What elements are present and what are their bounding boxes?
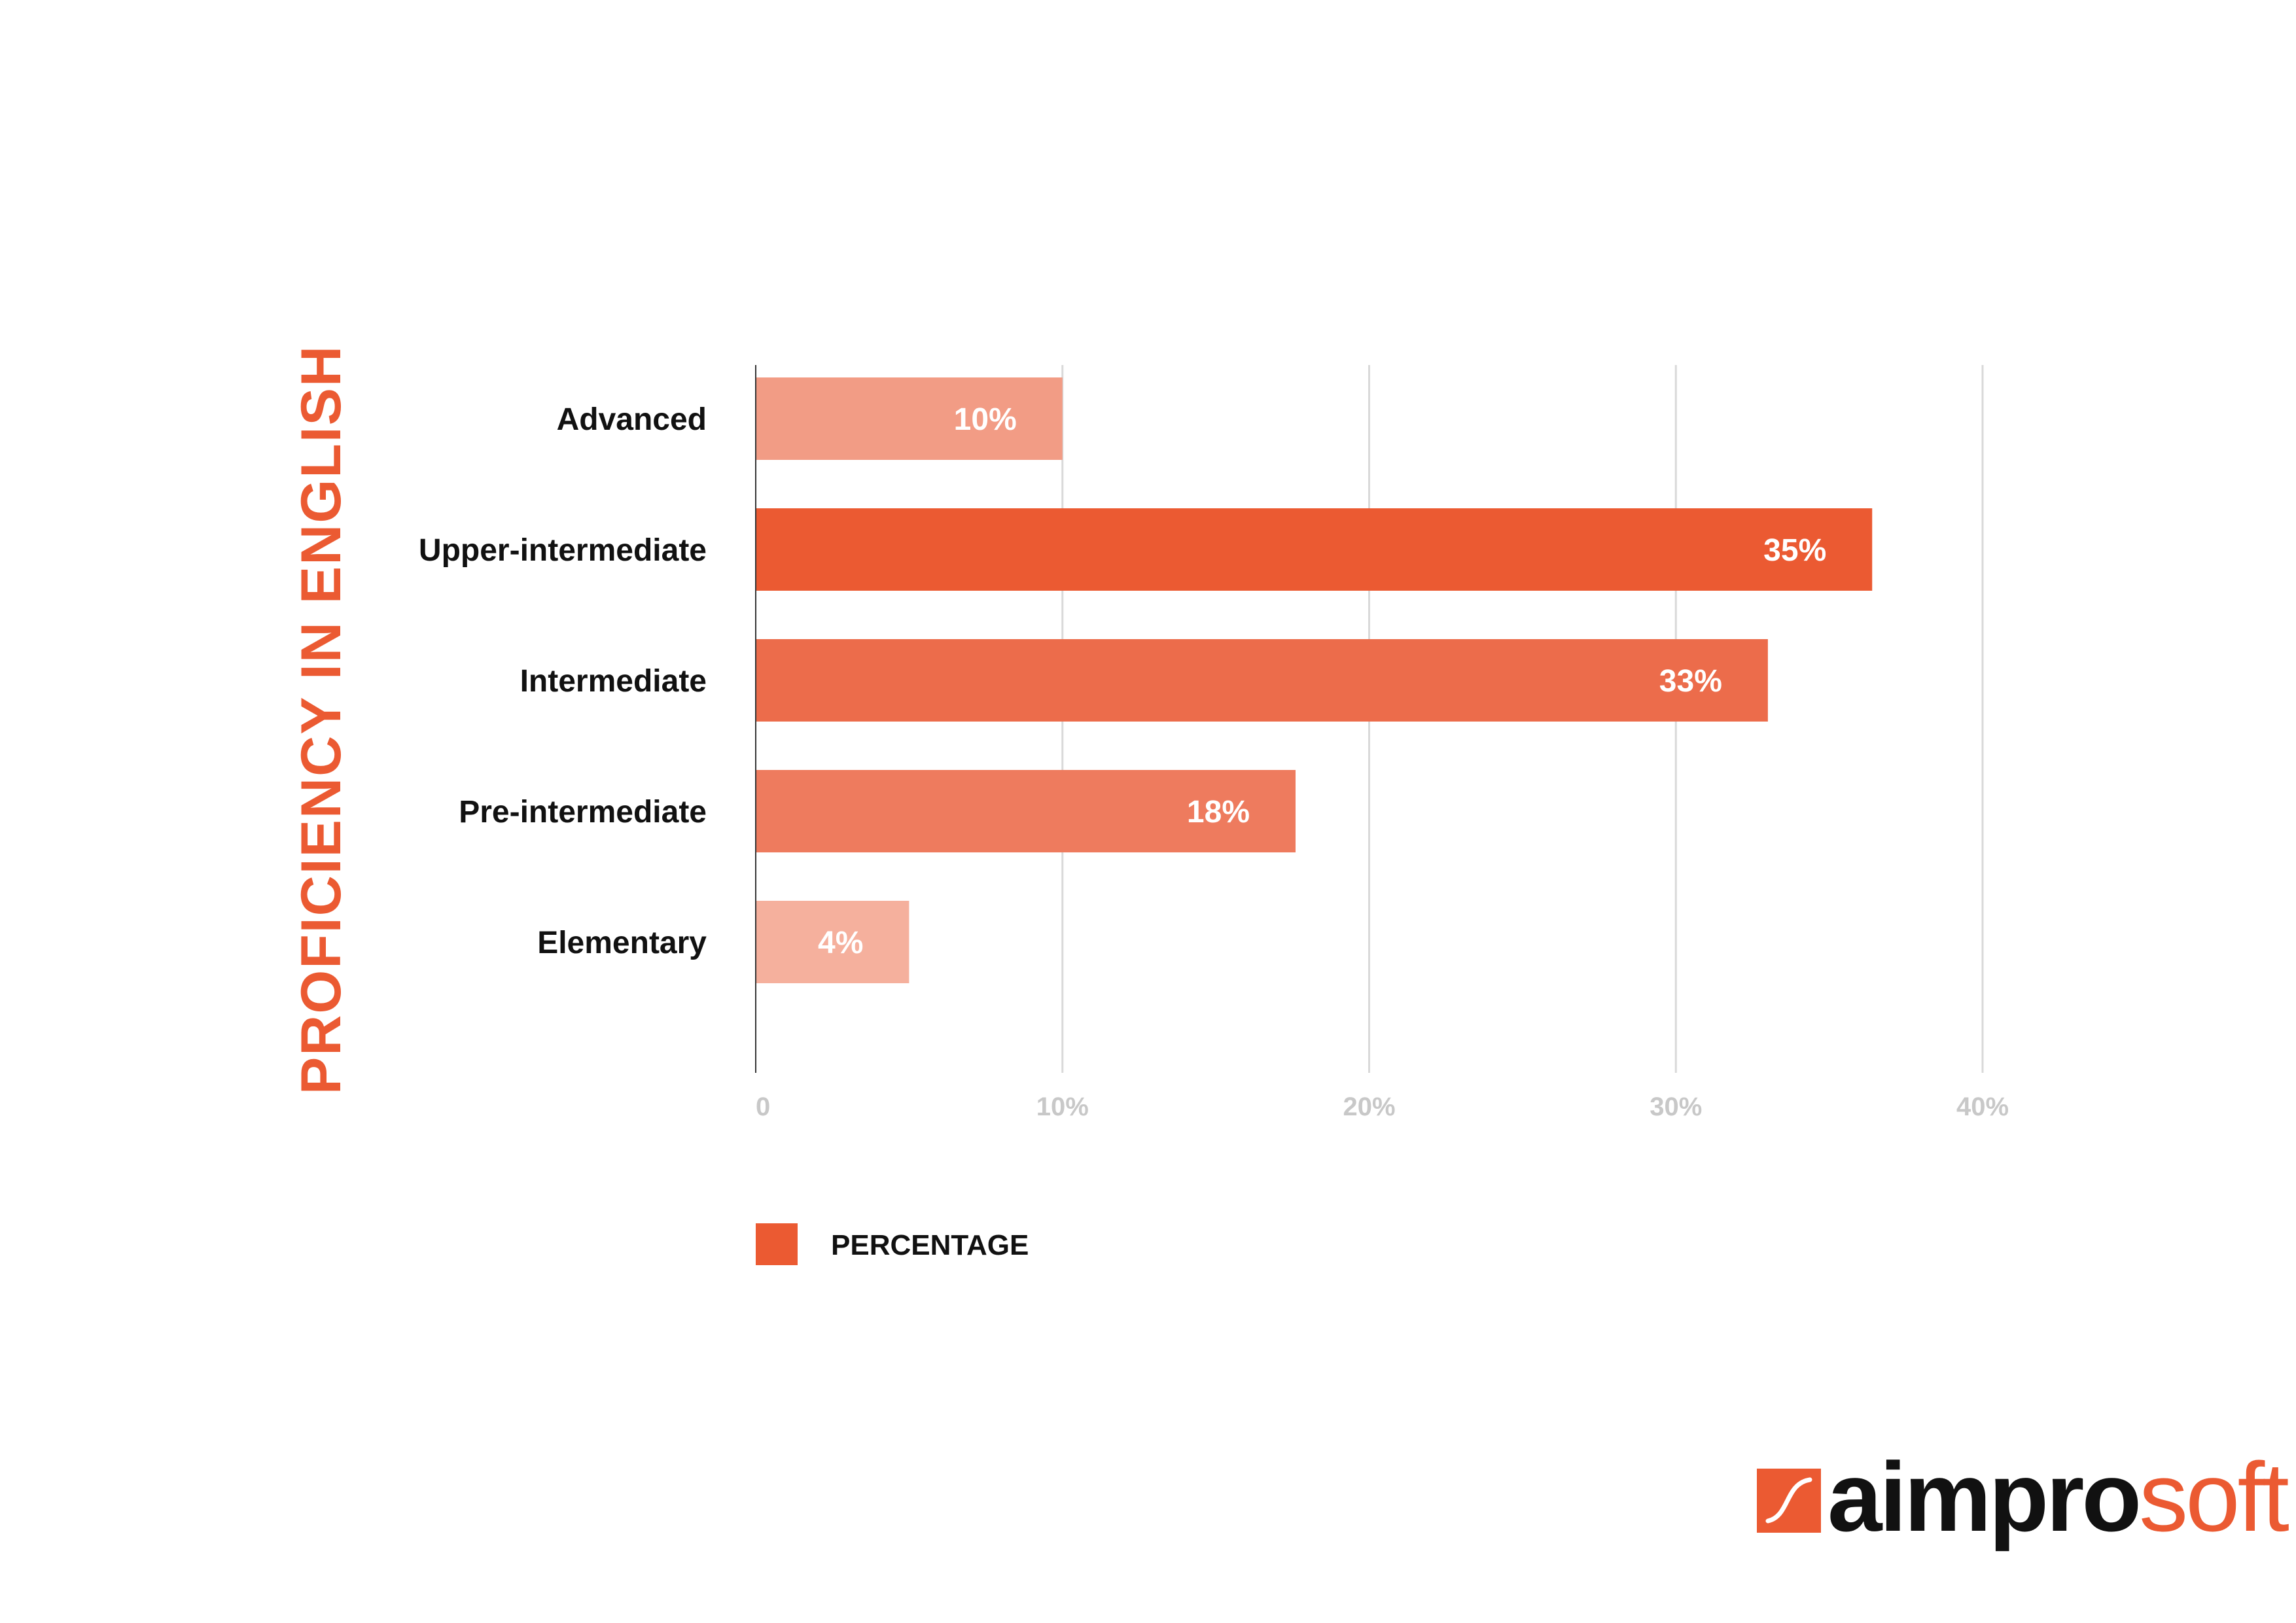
x-tick-label: 30% <box>1650 1092 1702 1121</box>
x-tick-label: 0 <box>756 1092 770 1121</box>
bar <box>756 377 1063 460</box>
value-label: 35% <box>1763 533 1826 568</box>
brand-wordmark-part2: soft <box>2139 1442 2289 1552</box>
category-label: Pre-intermediate <box>459 795 707 829</box>
bar-layer <box>756 377 1873 983</box>
brand-logo: aimprosoft <box>1757 1442 2291 1552</box>
brand-wordmark: aimprosoft <box>1828 1442 2289 1552</box>
legend-swatch <box>756 1223 798 1265</box>
bar <box>756 508 1873 591</box>
value-label: 18% <box>1187 795 1250 829</box>
category-label: Advanced <box>557 402 707 437</box>
brand-wordmark-part1: aimpro <box>1828 1442 2139 1552</box>
bar <box>756 770 1296 852</box>
chart-title: PROFICIENCY IN ENGLISH <box>290 345 353 1094</box>
label-layer: Advanced 10% Upper-intermediate 35% Intermed… <box>419 402 1826 960</box>
bar <box>756 901 910 983</box>
value-label: 10% <box>954 402 1017 437</box>
tick-layer: 0 10% 20% 30% 40% <box>756 1092 2009 1121</box>
x-tick-label: 20% <box>1343 1092 1395 1121</box>
x-tick-label: 40% <box>1956 1092 2009 1121</box>
category-label: Upper-intermediate <box>419 533 707 568</box>
value-label: 33% <box>1659 664 1722 699</box>
category-label: Intermediate <box>520 664 707 699</box>
value-label: 4% <box>818 926 863 960</box>
aimprosoft-logo-icon <box>1757 1469 1821 1533</box>
legend-label: PERCENTAGE <box>831 1229 1029 1261</box>
bar <box>756 639 1768 722</box>
x-tick-label: 10% <box>1036 1092 1089 1121</box>
category-label: Elementary <box>537 926 707 960</box>
